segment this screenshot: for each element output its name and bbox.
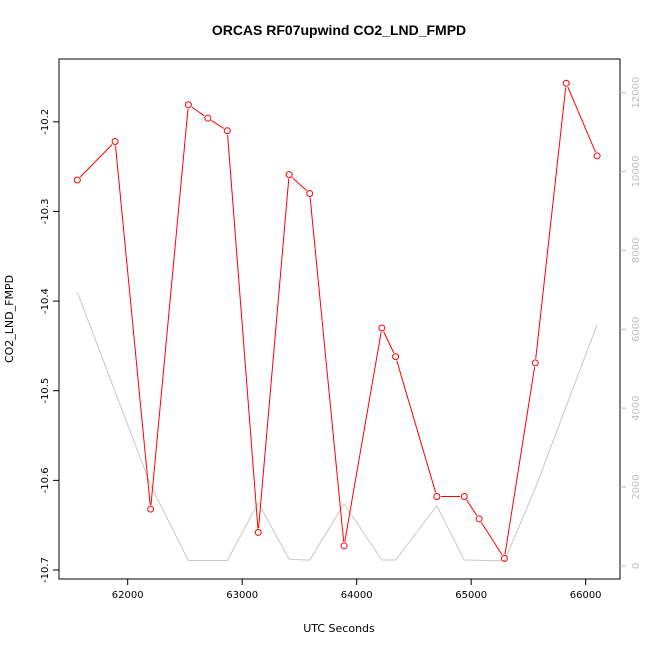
series-segment	[344, 332, 382, 542]
data-point	[111, 137, 119, 145]
series-segment	[258, 178, 290, 529]
y-tick-label: -10.6	[40, 467, 51, 493]
data-point	[500, 554, 508, 562]
series-segment	[396, 360, 437, 493]
y2-tick-label: 4000	[631, 395, 642, 420]
data-point	[254, 528, 262, 536]
series-segment	[481, 522, 503, 556]
y2-tick-label: 12000	[631, 77, 642, 109]
series-layer	[73, 79, 601, 562]
series-segment	[191, 106, 205, 117]
series-segment	[567, 86, 596, 153]
data-point	[306, 189, 314, 197]
x-tick-label: 62000	[112, 590, 144, 601]
y2-tick-label: 2000	[631, 474, 642, 499]
data-point	[285, 171, 293, 179]
data-point	[562, 79, 570, 87]
data-point	[340, 542, 348, 550]
axes: 62000 63000 64000 65000 66000 -10.2 -10.3 -10.4…	[40, 77, 642, 601]
y-tick-label: -10.2	[40, 109, 51, 135]
series-segment	[466, 499, 478, 516]
data-point	[184, 101, 192, 109]
data-point	[147, 505, 155, 513]
x-tick-label: 65000	[455, 590, 487, 601]
y2-tick-label: 10000	[631, 156, 642, 188]
data-point	[475, 515, 483, 523]
y-tick-label: -10.7	[40, 557, 51, 583]
y-axis-label: CO2_LND_FMPD	[3, 275, 16, 363]
data-point	[392, 353, 400, 361]
series-segment	[150, 108, 189, 505]
data-point	[460, 493, 468, 501]
x-tick-label: 66000	[570, 590, 602, 601]
x-tick-label: 64000	[341, 590, 373, 601]
y-tick-label: -10.5	[40, 378, 51, 404]
data-point	[223, 127, 231, 135]
series-segment	[211, 120, 225, 129]
series-segment	[535, 87, 567, 359]
data-point	[204, 114, 212, 122]
plot-frame	[58, 58, 621, 580]
y-tick-label: -10.4	[40, 288, 51, 314]
data-point	[378, 324, 386, 332]
data-point	[593, 152, 601, 160]
series-segment	[291, 177, 307, 192]
x-tick-label: 63000	[226, 590, 258, 601]
chart-title: ORCAS RF07upwind CO2_LND_FMPD	[212, 22, 466, 38]
data-point	[531, 359, 539, 367]
series-segment	[383, 331, 395, 354]
series-segment	[227, 134, 259, 529]
series-segment	[309, 197, 345, 542]
series-line-secondary	[76, 291, 598, 562]
x-axis-label: UTC Seconds	[303, 622, 375, 635]
y-tick-label: -10.3	[40, 198, 51, 224]
y2-tick-label: 6000	[631, 317, 642, 342]
series-segment	[504, 367, 536, 555]
data-point	[433, 493, 441, 501]
series-segment	[115, 145, 151, 505]
y2-tick-label: 0	[631, 563, 642, 569]
data-point	[73, 176, 81, 184]
series-segment	[79, 144, 113, 178]
y2-tick-label: 8000	[631, 238, 642, 263]
